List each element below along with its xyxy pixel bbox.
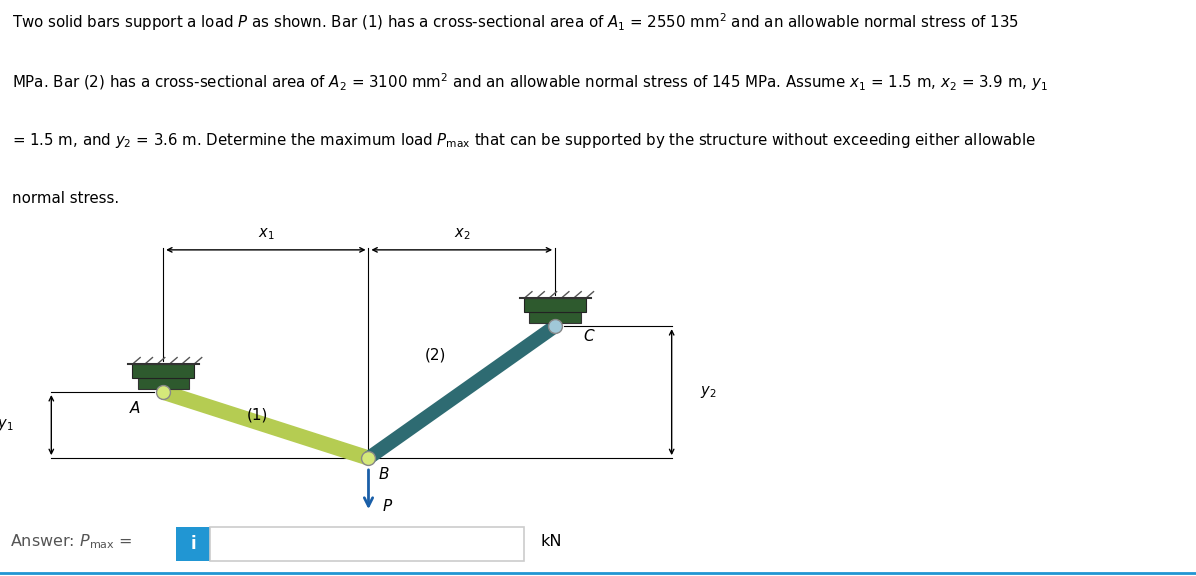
Bar [133, 364, 194, 378]
Text: MPa. Bar (2) has a cross-sectional area of $A_2$ = 3100 mm$^2$ and an allowable : MPa. Bar (2) has a cross-sectional area … [12, 71, 1048, 93]
Bar [524, 298, 586, 312]
Text: $B$: $B$ [378, 466, 390, 482]
Text: $x_2$: $x_2$ [453, 227, 470, 242]
Bar [530, 312, 581, 323]
Text: $A$: $A$ [129, 400, 141, 416]
Text: $y_1$: $y_1$ [0, 417, 14, 433]
Text: Two solid bars support a load $P$ as shown. Bar (1) has a cross-sectional area o: Two solid bars support a load $P$ as sho… [12, 12, 1019, 33]
FancyBboxPatch shape [210, 527, 524, 561]
Text: (2): (2) [425, 347, 446, 362]
Text: (1): (1) [248, 407, 269, 422]
Text: $y_2$: $y_2$ [700, 384, 716, 400]
Text: i: i [190, 535, 196, 553]
Text: kN: kN [541, 534, 562, 550]
Bar [138, 378, 189, 389]
Text: $C$: $C$ [582, 328, 596, 344]
Text: $P$: $P$ [383, 498, 393, 514]
Text: normal stress.: normal stress. [12, 191, 120, 206]
Text: Answer: $P_{\mathrm{max}}$ =: Answer: $P_{\mathrm{max}}$ = [11, 532, 133, 551]
Text: $x_1$: $x_1$ [257, 227, 274, 242]
Text: = 1.5 m, and $y_2$ = 3.6 m. Determine the maximum load $P_{\mathrm{max}}$ that c: = 1.5 m, and $y_2$ = 3.6 m. Determine th… [12, 131, 1036, 150]
FancyBboxPatch shape [177, 527, 210, 561]
